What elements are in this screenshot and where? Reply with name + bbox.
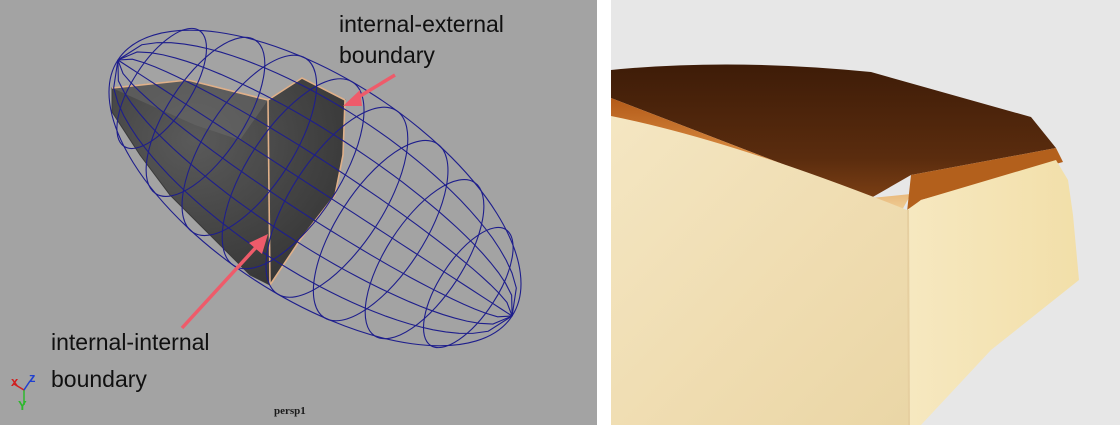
label-internal-external-line2: boundary <box>339 42 435 68</box>
axis-y-label: Y <box>18 398 27 413</box>
axis-x-label: x <box>11 374 19 389</box>
label-internal-internal-line2: boundary <box>51 366 147 392</box>
wire-longitude <box>117 42 517 317</box>
ellipsoid-wireframe <box>108 27 522 349</box>
bread-crust-side-edge <box>907 148 1063 212</box>
wire-longitude <box>117 59 513 317</box>
axis-z-label: z <box>29 370 36 385</box>
label-internal-external-line1: internal-external <box>339 11 504 37</box>
arrow-external <box>343 73 396 106</box>
wire-longitude <box>117 59 513 318</box>
wire-longitude <box>117 58 513 317</box>
arrow-internal <box>180 234 268 330</box>
camera-name: persp1 <box>274 405 306 417</box>
wire-longitude <box>117 51 513 317</box>
wire-longitude <box>117 59 513 325</box>
wire-longitude <box>113 59 513 334</box>
bread-top-crust <box>611 64 1056 198</box>
bread-front-face <box>611 116 909 425</box>
wireframe-viewport: internal-external boundary internal-inte… <box>0 0 597 425</box>
rendered-view <box>611 0 1120 425</box>
bread-render <box>611 64 1079 425</box>
inner-solid-top-face <box>112 80 268 140</box>
axis-gizmo <box>13 380 31 405</box>
label-internal-internal-line1: internal-internal <box>51 329 210 355</box>
bread-side-face <box>907 160 1079 425</box>
viewport-canvas <box>13 27 522 405</box>
